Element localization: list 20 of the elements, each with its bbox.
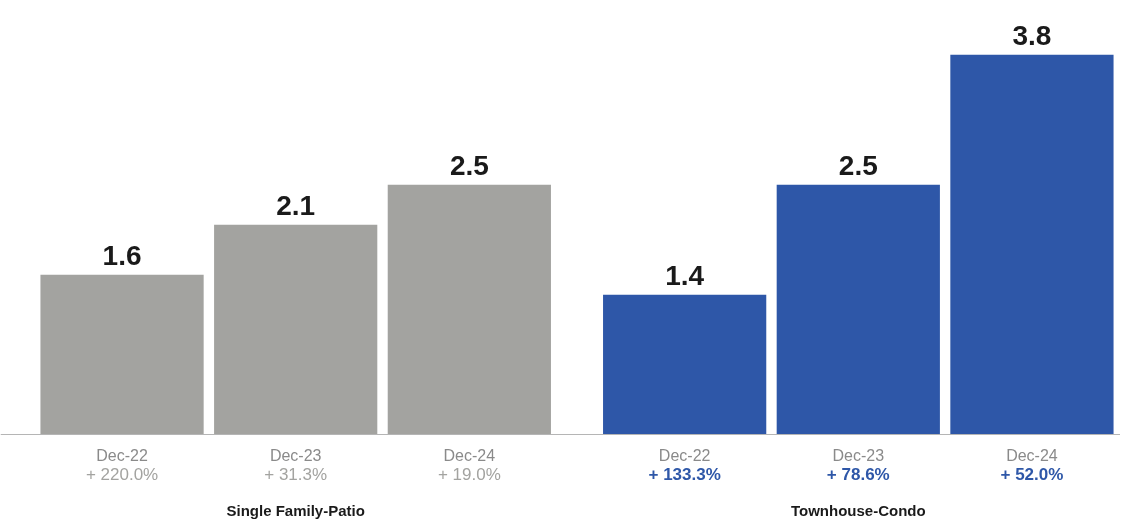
data-label: 2.5 — [449, 149, 489, 181]
text: + 78.6% — [826, 465, 890, 485]
data-label: 2.1 — [276, 189, 316, 221]
x-tick-label: Dec-22 — [658, 446, 711, 464]
text: + 19.0% — [437, 465, 501, 485]
text: + 31.3% — [264, 465, 328, 485]
text: Townhouse-Condo — [790, 501, 926, 519]
data-label: 3.8 — [1012, 19, 1052, 51]
text: + 220.0% — [85, 465, 159, 485]
x-tick-label: Dec-23 — [832, 446, 885, 464]
text: + 133.3% — [648, 465, 721, 485]
x-tick-label: Dec-24 — [1006, 446, 1058, 464]
x-tick-label: Dec-24 — [443, 446, 496, 464]
data-label: 2.5 — [838, 149, 878, 181]
x-tick-label: Dec-22 — [96, 446, 148, 464]
data-label: 1.4 — [665, 259, 705, 291]
data-label: 1.6 — [102, 239, 142, 271]
text: + 52.0% — [1000, 465, 1064, 485]
text: Single Family-Patio — [226, 501, 365, 519]
x-tick-label: Dec-23 — [269, 446, 322, 464]
